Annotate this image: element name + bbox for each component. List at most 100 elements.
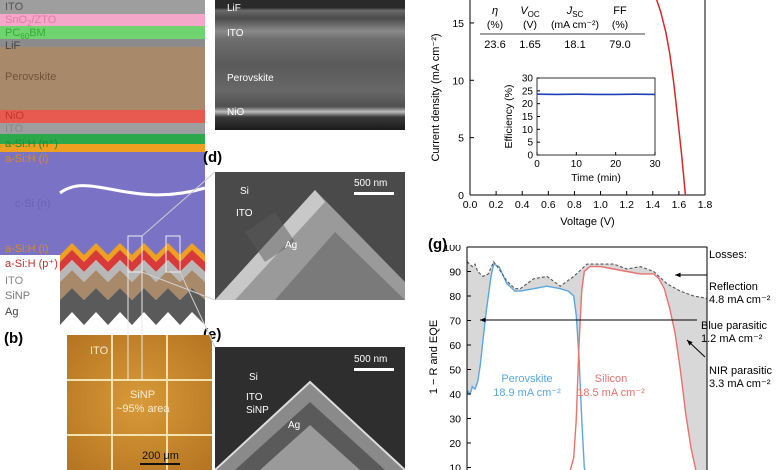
jv-x-tick-label: 0.0 [463,199,478,211]
perovskite-series-label: Perovskite [501,373,552,385]
silicon-eqe-line [569,265,697,470]
panel-b-label-ito: ITO [90,345,109,357]
jv-table-value: 79.0 [609,39,630,51]
jv-y-tick-label: 15 [452,18,464,30]
panel-d-sem-image [215,172,405,300]
eqe-y-tick-label: 30 [449,414,461,426]
loss-value: 1.2 mA cm⁻² [701,333,763,345]
stack-layer-perovskite [0,47,205,110]
jv-y-tick-label: 10 [452,75,464,87]
eqe-chart: 10 20 30 40 50 60 70 80 90 100 1 − R and EQE Perovs… [428,245,772,470]
panel-d-label-ag: Ag [285,240,298,251]
panel-b-label-area: ~95% area [116,403,170,415]
panel-letter-b: (b) [4,330,24,347]
stack-label-sinp: SiNP [5,290,31,302]
eqe-y-tick-label: 10 [449,463,461,470]
silicon-series-value: 18.5 mA cm⁻² [577,387,645,399]
stack-label-ag: Ag [5,306,19,318]
panel-letter-g: (g) [428,236,448,253]
inset-y-tick-label: 15 [522,112,534,123]
eqe-y-tick-label: 50 [449,365,461,377]
jv-y-axis-label: Current density (mA cm⁻²) [430,33,442,161]
inset-y-tick-label: 0 [527,151,533,162]
loss-name: NIR parasitic [709,365,772,377]
stack-layer-asi-i-top [0,144,205,152]
jv-x-tick-label: 0.4 [515,199,530,211]
perovskite-eqe-fill [467,264,585,470]
stack-label-lif: LiF [5,40,21,52]
sno2-sub: 2 [27,19,32,29]
inset-y-tick-label: 30 [522,74,534,85]
jv-table-unit: (V) [523,19,537,31]
sem-label-perovskite: Perovskite [227,73,274,84]
stack-label-asi-p: a-Si:H (p⁺) [5,258,58,270]
stack-layer-ito-mid [0,123,205,134]
silicon-eqe-fill [570,266,696,470]
jv-table-unit: (mA cm⁻²) [551,19,599,31]
eqe-y-tick-label: 90 [449,267,461,279]
eqe-y-tick-label: 70 [449,316,461,328]
loss-value: 3.3 mA cm⁻² [709,378,771,390]
stack-label-ito-top: ITO [5,1,24,13]
jv-x-tick-label: 1.6 [672,199,687,211]
jv-table-value: 1.65 [519,39,540,51]
loss-name: Blue parasitic [701,320,768,332]
jv-table-header: JSC [566,5,584,19]
stack-layer-lif [0,39,205,47]
reflection-arrow-head [675,272,681,278]
jv-table-header: FF [613,5,627,17]
inset-x-axis-label: Time (min) [571,172,621,184]
inset-x-tick-label: 10 [571,159,583,170]
jv-table-unit: (%) [612,19,628,31]
inset-y-tick-label: 5 [527,138,533,149]
losses-title: Losses: [709,249,747,261]
stack-label-asi-n: a-Si:H (n⁺) [5,138,58,150]
jv-table-unit: (%) [487,19,503,31]
stack-label-ito-bottom: ITO [5,275,24,287]
jv-x-tick-label: 0.6 [541,199,556,211]
stack-label-ito-mid: ITO [5,123,24,135]
jv-table-value: 18.1 [564,39,585,51]
panel-b-scale-bar [140,463,180,465]
panel-e-scale-bar [354,368,394,371]
sno2-pre: SnO [5,14,28,26]
panel-b-optical-image [67,335,212,470]
inset-y-axis-label: Efficiency (%) [503,85,515,149]
panel-b-label-sinp: SiNP [130,389,156,401]
panel-e-sem-image [215,347,405,470]
eqe-y-tick-label: 60 [449,340,461,352]
stack-label-sno2: SnO2/ZTO [5,14,56,30]
inset-x-tick-label: 0 [534,159,540,170]
stack-layer-ito-bottom [60,260,205,282]
sem-label-ito: ITO [227,28,244,39]
eqe-y-tick-label: 40 [449,389,461,401]
perovskite-series-value: 18.9 mA cm⁻² [493,387,561,399]
inset-y-tick-label: 10 [522,125,534,136]
jv-x-tick-label: 1.4 [645,199,660,211]
panel-d-label-ito: ITO [236,208,253,219]
inset-frame [536,77,656,156]
sem-label-lif: LiF [227,3,241,14]
pcbm-post: BM [29,27,46,39]
one-minus-r-line [466,260,708,299]
pcbm-pre: PC [5,27,21,39]
panel-letter-d: (d) [203,149,223,166]
jv-x-axis-label: Voltage (V) [560,216,614,228]
silicon-series-label: Silicon [595,373,627,385]
stack-label-perovskite: Perovskite [5,71,57,83]
jv-x-tick-label: 1.8 [698,199,713,211]
cross-section-sem-image: LiF ITO Perovskite NiO [215,0,405,130]
jv-table-header: VOC [520,5,540,19]
loss-value: 4.8 mA cm⁻² [709,294,771,306]
stack-label-nio: NiO [5,110,24,122]
stack-layer-ito-top [0,0,205,14]
stack-label-asi-i-top: a-Si:H (i) [5,153,49,165]
inset-y-tick-label: 25 [522,86,534,97]
inset-x-tick-label: 30 [649,159,661,170]
blue-parasitic-arrow-head [480,317,486,323]
pcbm-sub: 60 [20,32,30,42]
panel-d-label-si: Si [240,186,249,197]
loss-name: Reflection [709,281,758,293]
sem-label-nio: NiO [227,107,245,118]
jv-x-tick-label: 1.2 [619,199,634,211]
